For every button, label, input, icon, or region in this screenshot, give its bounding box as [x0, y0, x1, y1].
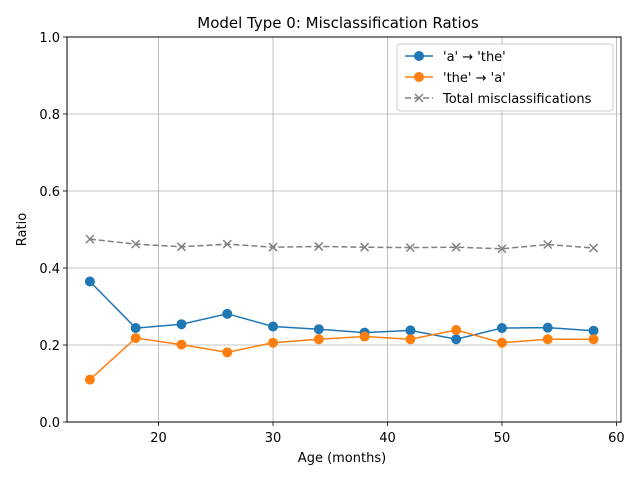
- data-point: [222, 308, 233, 319]
- data-point: [588, 334, 599, 345]
- legend-marker: [414, 51, 424, 61]
- x-marker-stroke: [360, 242, 370, 252]
- data-point: [314, 241, 324, 251]
- data-point: [313, 324, 324, 335]
- x-tick-label: 20: [150, 431, 167, 446]
- y-tick-label: 0.0: [39, 416, 60, 431]
- y-tick-label: 0.2: [39, 339, 60, 354]
- legend-marker: [414, 72, 424, 82]
- data-point: [176, 319, 187, 330]
- x-marker-stroke: [451, 242, 461, 252]
- data-point: [130, 323, 141, 334]
- data-point: [542, 322, 553, 333]
- y-tick-label: 1.0: [39, 31, 60, 46]
- x-marker-stroke: [588, 243, 599, 253]
- series-line: [89, 238, 594, 250]
- x-tick-label: 40: [379, 431, 396, 446]
- x-marker-stroke: [85, 234, 95, 244]
- legend-label: Total misclassifications: [442, 92, 592, 107]
- y-tick-label: 0.6: [39, 185, 60, 200]
- data-point: [496, 323, 507, 334]
- data-point: [222, 347, 233, 358]
- x-marker-stroke: [405, 243, 415, 253]
- data-point: [84, 374, 95, 385]
- x-marker-stroke: [268, 242, 278, 252]
- legend-item: Total misclassifications: [405, 92, 592, 107]
- legend-item: 'the' → 'a': [405, 71, 506, 86]
- data-point: [405, 243, 415, 253]
- data-point: [405, 334, 416, 345]
- x-axis-label: Age (months): [298, 451, 386, 466]
- data-point: [313, 334, 324, 345]
- data-point: [130, 333, 141, 344]
- data-point: [268, 242, 278, 252]
- y-tick-label: 0.4: [39, 262, 60, 277]
- legend-item: 'a' → 'the': [405, 50, 506, 65]
- data-point: [451, 324, 462, 335]
- data-point: [451, 334, 462, 345]
- data-point: [222, 239, 232, 249]
- data-point: [84, 276, 95, 287]
- x-tick-label: 30: [265, 431, 282, 446]
- data-point: [588, 325, 599, 336]
- legend-marker: [414, 93, 424, 103]
- legend-box: [396, 43, 614, 112]
- series-line: [89, 280, 594, 340]
- x-marker-stroke: [414, 93, 424, 103]
- series-1: [84, 324, 599, 385]
- data-point: [360, 242, 370, 252]
- data-point: [359, 331, 370, 342]
- x-marker-stroke: [543, 239, 553, 250]
- data-point: [451, 242, 461, 252]
- series-line: [89, 329, 594, 381]
- data-point: [543, 239, 553, 250]
- x-marker-stroke: [176, 242, 186, 252]
- legend-label: 'the' → 'a': [443, 71, 506, 86]
- legend-label: 'a' → 'the': [443, 50, 506, 65]
- series-0: [84, 276, 599, 345]
- plot-frame: [66, 36, 622, 423]
- x-marker-stroke: [497, 244, 507, 254]
- y-axis-label: Ratio: [15, 213, 30, 246]
- x-marker-stroke: [314, 241, 324, 251]
- x-marker-stroke: [222, 239, 232, 249]
- data-point: [268, 337, 279, 348]
- data-point: [496, 337, 507, 348]
- legend: 'a' → 'the' 'the' → 'a' Total misclassific…: [396, 43, 614, 112]
- data-point: [497, 244, 507, 254]
- data-point: [588, 243, 599, 253]
- y-tick-label: 0.8: [39, 108, 60, 123]
- ticks: 20 30 40 50 60 0.0 0.2 0.4 0.6 0.8 1.0: [39, 31, 624, 446]
- x-tick-label: 60: [608, 431, 625, 446]
- data-point: [176, 242, 186, 252]
- data-point: [542, 334, 553, 345]
- data-point: [268, 321, 279, 332]
- chart-title: Model Type 0: Misclassification Ratios: [197, 14, 479, 32]
- x-tick-label: 50: [494, 431, 511, 446]
- series-2: [85, 234, 599, 254]
- series-layer: [84, 234, 599, 385]
- data-point: [85, 234, 95, 244]
- x-marker-stroke: [131, 239, 141, 249]
- data-point: [176, 339, 187, 350]
- data-point: [405, 325, 416, 336]
- data-point: [131, 239, 141, 249]
